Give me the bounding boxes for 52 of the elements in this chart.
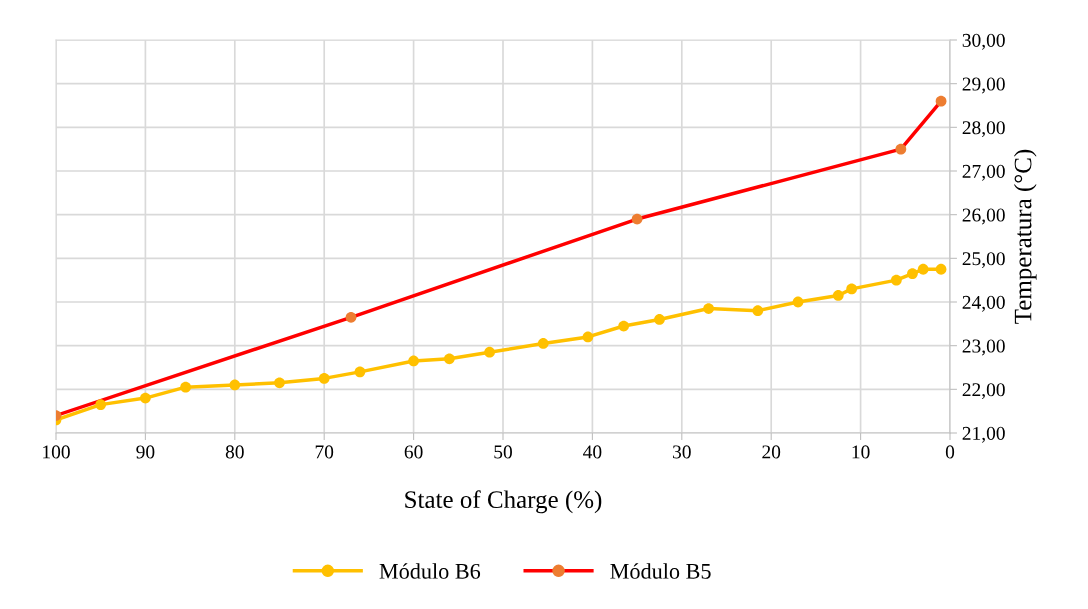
point [935,263,947,275]
y-tick-label: 30,00 [962,33,1005,50]
x-tick-label: 20 [762,445,781,459]
point [935,95,947,107]
point [443,353,455,365]
y-tick-label: 28,00 [962,121,1005,138]
x-tick-label: 90 [136,445,155,459]
x-tick-label: 30 [673,445,691,459]
point [582,331,594,343]
point [354,366,366,378]
y-tick-label: 23,00 [962,339,1005,356]
x-tick-label: 60 [404,445,423,459]
point [792,296,804,308]
legend-label: Módulo B6 [379,563,481,579]
x-tick-label: 100 [43,445,70,459]
point [180,381,192,393]
point [229,379,241,391]
y-tick-label: 24,00 [962,295,1005,312]
y-axis-title: Temperatura (°C) [1013,149,1037,324]
x-axis-title: State of Charge (%) [405,490,602,514]
point [907,268,918,279]
x-tick-label: 50 [494,445,512,459]
x-tick-label: 40 [583,445,602,459]
point [140,392,151,404]
point [654,314,665,325]
point [618,320,630,332]
point [95,399,107,410]
x-tick-label: 80 [225,445,244,459]
y-tick-label: 22,00 [962,383,1005,400]
y-tick-label: 26,00 [962,208,1005,225]
legend-label: Módulo B5 [610,563,711,579]
point [703,303,714,314]
point [408,355,419,367]
x-tick-label: 0 [945,445,955,459]
y-tick-label: 27,00 [962,164,1005,181]
point [274,377,285,389]
y-tick-label: 29,00 [962,77,1005,94]
point [537,338,549,349]
point [752,305,764,317]
point [890,274,902,286]
y-tick-label: 21,00 [962,426,1005,443]
point [846,283,858,295]
x-tick-label: 70 [315,445,334,459]
point [484,346,495,358]
point [318,373,330,384]
point [917,263,929,275]
point [345,311,357,323]
point [832,290,844,301]
point [895,143,907,155]
x-tick-label: 10 [852,445,870,459]
y-tick-label: 25,00 [962,252,1005,269]
point [631,213,643,225]
